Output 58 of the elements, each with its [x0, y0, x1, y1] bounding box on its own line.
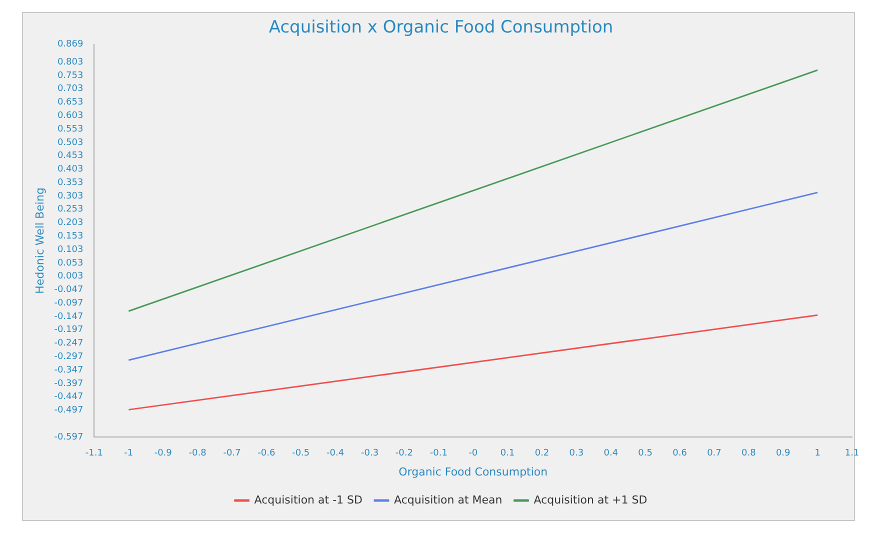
y-tick-label: 0.203: [57, 218, 84, 228]
y-tick-label: 0.753: [57, 70, 84, 81]
x-tick-label: 0.1: [500, 448, 515, 459]
x-tick-label: -0.4: [326, 448, 344, 459]
legend-label: Acquisition at Mean: [394, 493, 502, 506]
y-tick-label: 0.003: [57, 272, 84, 282]
y-tick-label: 0.153: [57, 231, 84, 242]
y-tick-label: -0.197: [54, 325, 84, 336]
y-tick-label: -0.597: [54, 432, 84, 442]
y-tick-label: -0.497: [54, 406, 84, 416]
x-tick-label: 1: [814, 448, 820, 459]
x-tick-label: -0.1: [430, 448, 448, 459]
y-tick-label: 0.303: [57, 191, 84, 202]
x-tick-label: -0.5: [292, 448, 310, 459]
y-tick-label: -0.047: [54, 285, 84, 296]
y-tick-label: 0.603: [57, 110, 84, 121]
y-tick-label: 0.503: [57, 138, 84, 148]
y-tick-label: 0.653: [57, 98, 84, 108]
y-axis-title: Hedonic Well Being: [33, 188, 46, 294]
y-tick-label: -0.447: [54, 392, 84, 402]
x-tick-label: -0.7: [223, 448, 241, 459]
chart-title: Acquisition x Organic Food Consumption: [268, 18, 614, 38]
y-tick-label: 0.403: [57, 164, 84, 175]
y-tick-label: -0.397: [54, 378, 84, 389]
y-tick-label: 0.803: [57, 57, 84, 68]
y-tick-label: 0.053: [57, 258, 84, 268]
x-tick-label: 0.9: [776, 448, 791, 459]
y-tick-label: 0.553: [57, 124, 84, 134]
x-tick-label: 0.6: [672, 448, 688, 459]
x-tick-label: -0.6: [258, 448, 276, 459]
legend-label: Acquisition at -1 SD: [254, 493, 362, 506]
y-tick-label: -0.097: [54, 298, 84, 308]
x-tick-label: 0.3: [569, 448, 584, 459]
x-tick-label: 1.1: [844, 448, 860, 459]
x-tick-label: -0: [468, 448, 478, 459]
x-tick-label: 0.2: [534, 448, 550, 459]
x-tick-label: 0.7: [707, 448, 722, 459]
x-tick-label: 0.5: [638, 448, 652, 459]
x-tick-label: 0.4: [604, 448, 618, 459]
x-tick-label: -0.8: [188, 448, 207, 459]
x-tick-label: -0.9: [154, 448, 172, 459]
y-tick-label: -0.347: [54, 365, 84, 376]
y-tick-label: 0.869: [57, 40, 84, 50]
y-tick-label: -0.147: [54, 312, 84, 322]
y-tick-label: -0.297: [54, 352, 84, 362]
x-tick-label: 0.8: [742, 448, 756, 459]
x-tick-label: -0.2: [395, 448, 413, 459]
y-tick-label: -0.247: [54, 338, 84, 349]
y-tick-label: 0.453: [57, 151, 84, 162]
x-tick-label: -0.3: [360, 448, 379, 459]
y-tick-label: 0.703: [57, 84, 84, 94]
x-axis-title: Organic Food Consumption: [398, 465, 548, 478]
y-tick-label: 0.103: [57, 244, 84, 255]
x-tick-label: -1.1: [85, 448, 103, 459]
y-tick-label: 0.253: [57, 204, 84, 215]
y-tick-label: 0.353: [57, 178, 84, 188]
legend-label: Acquisition at +1 SD: [534, 493, 648, 506]
x-tick-label: -1: [124, 448, 134, 459]
